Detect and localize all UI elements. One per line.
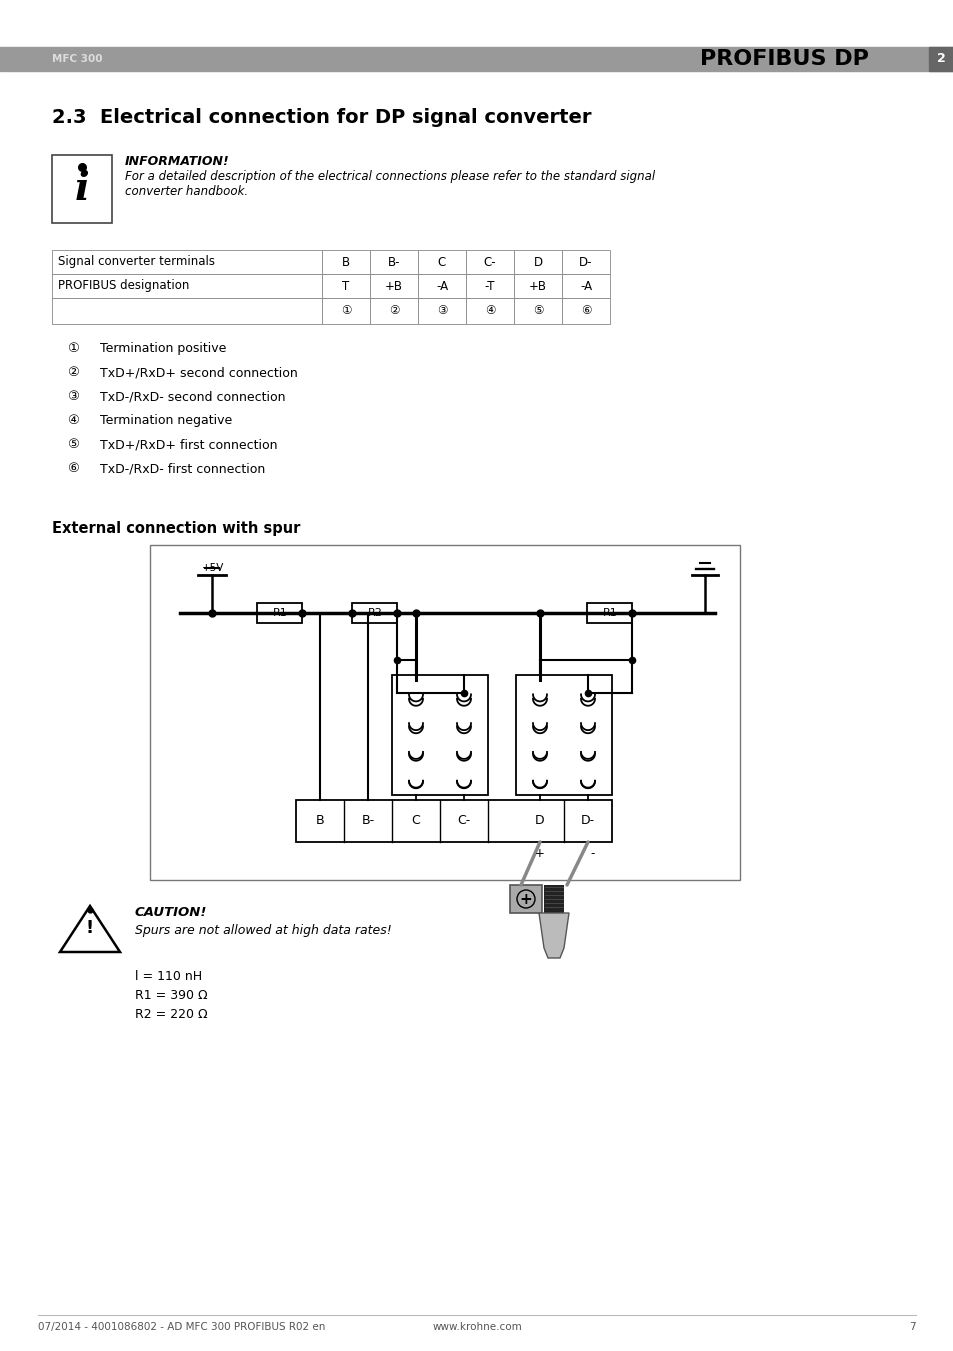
Text: ③: ③ — [436, 304, 447, 317]
Text: +B: +B — [385, 280, 402, 293]
Text: Termination negative: Termination negative — [100, 413, 232, 427]
Bar — [322, 299, 370, 324]
Bar — [561, 299, 609, 324]
Text: -A: -A — [436, 280, 448, 293]
Bar — [370, 250, 417, 274]
Bar — [52, 299, 322, 324]
Text: C: C — [411, 815, 420, 828]
Text: ④: ④ — [484, 304, 495, 317]
Text: TxD-/RxD- second connection: TxD-/RxD- second connection — [100, 390, 285, 403]
Text: Signal converter terminals: Signal converter terminals — [58, 255, 214, 269]
Bar — [150, 544, 740, 880]
Bar — [370, 274, 417, 299]
Bar — [417, 250, 465, 274]
Text: ③: ③ — [67, 390, 79, 403]
Text: B-: B- — [387, 255, 400, 269]
Bar — [0, 47, 953, 72]
Text: D-: D- — [578, 255, 592, 269]
Text: l = 110 nH: l = 110 nH — [135, 970, 202, 984]
Text: C-: C- — [483, 255, 496, 269]
Text: B: B — [315, 815, 324, 828]
Text: ②: ② — [67, 366, 79, 380]
Text: CAUTION!: CAUTION! — [135, 907, 207, 919]
Text: TxD-/RxD- first connection: TxD-/RxD- first connection — [100, 462, 265, 476]
Text: B: B — [341, 255, 350, 269]
Text: PROFIBUS designation: PROFIBUS designation — [58, 280, 190, 293]
Text: C: C — [437, 255, 446, 269]
Bar — [510, 885, 541, 913]
Bar — [514, 250, 561, 274]
Text: ①: ① — [340, 304, 351, 317]
Text: C-: C- — [456, 815, 470, 828]
Text: ④: ④ — [67, 413, 79, 427]
Text: 07/2014 - 4001086802 - AD MFC 300 PROFIBUS R02 en: 07/2014 - 4001086802 - AD MFC 300 PROFIB… — [38, 1323, 325, 1332]
Text: D-: D- — [580, 815, 595, 828]
Bar — [370, 299, 417, 324]
Text: For a detailed description of the electrical connections please refer to the sta: For a detailed description of the electr… — [125, 170, 655, 182]
Text: R2 = 220 Ω: R2 = 220 Ω — [135, 1008, 208, 1021]
Text: +: + — [519, 892, 532, 907]
Bar — [257, 603, 302, 623]
Text: Termination positive: Termination positive — [100, 342, 226, 355]
Text: R1 = 390 Ω: R1 = 390 Ω — [135, 989, 208, 1002]
Bar — [392, 676, 488, 794]
Bar — [417, 274, 465, 299]
Polygon shape — [538, 913, 568, 958]
Text: D: D — [533, 255, 542, 269]
Bar — [52, 250, 322, 274]
Text: R1: R1 — [602, 608, 617, 617]
Text: ②: ② — [388, 304, 399, 317]
Bar — [352, 603, 397, 623]
Text: 2: 2 — [936, 53, 944, 65]
Text: ⑥: ⑥ — [580, 304, 591, 317]
Bar — [52, 155, 112, 223]
Text: PROFIBUS DP: PROFIBUS DP — [700, 49, 868, 69]
Text: 2.3  Electrical connection for DP signal converter: 2.3 Electrical connection for DP signal … — [52, 108, 591, 127]
Bar — [465, 299, 514, 324]
Text: D: D — [535, 815, 544, 828]
Bar — [561, 274, 609, 299]
Text: R1: R1 — [273, 608, 287, 617]
Text: i: i — [74, 170, 90, 208]
Bar — [928, 47, 953, 72]
Text: TxD+/RxD+ second connection: TxD+/RxD+ second connection — [100, 366, 297, 380]
Text: -T: -T — [484, 280, 495, 293]
Bar — [322, 250, 370, 274]
Text: !: ! — [86, 919, 94, 938]
Text: +B: +B — [529, 280, 546, 293]
Text: ⑤: ⑤ — [532, 304, 542, 317]
Text: Spurs are not allowed at high data rates!: Spurs are not allowed at high data rates… — [135, 924, 392, 938]
Bar — [465, 274, 514, 299]
Text: MFC 300: MFC 300 — [52, 54, 102, 63]
Text: ⑥: ⑥ — [67, 462, 79, 476]
Text: -: - — [590, 847, 595, 861]
Bar — [543, 885, 563, 913]
Bar — [465, 250, 514, 274]
Text: -A: -A — [579, 280, 592, 293]
Bar — [52, 274, 322, 299]
Text: ⑤: ⑤ — [67, 438, 79, 451]
Bar — [514, 274, 561, 299]
Text: 7: 7 — [908, 1323, 915, 1332]
Text: T: T — [342, 280, 349, 293]
Bar — [516, 676, 612, 794]
Bar — [295, 800, 612, 842]
Text: ①: ① — [67, 342, 79, 355]
Bar — [514, 299, 561, 324]
Text: converter handbook.: converter handbook. — [125, 185, 248, 199]
Bar — [561, 250, 609, 274]
Bar — [587, 603, 632, 623]
Text: www.krohne.com: www.krohne.com — [432, 1323, 521, 1332]
Text: R2: R2 — [367, 608, 382, 617]
Bar — [322, 274, 370, 299]
Text: +: + — [535, 847, 544, 861]
Bar — [417, 299, 465, 324]
Text: TxD+/RxD+ first connection: TxD+/RxD+ first connection — [100, 438, 277, 451]
Text: External connection with spur: External connection with spur — [52, 521, 300, 536]
Text: INFORMATION!: INFORMATION! — [125, 155, 230, 168]
Text: B-: B- — [361, 815, 375, 828]
Text: +5V: +5V — [202, 563, 224, 573]
